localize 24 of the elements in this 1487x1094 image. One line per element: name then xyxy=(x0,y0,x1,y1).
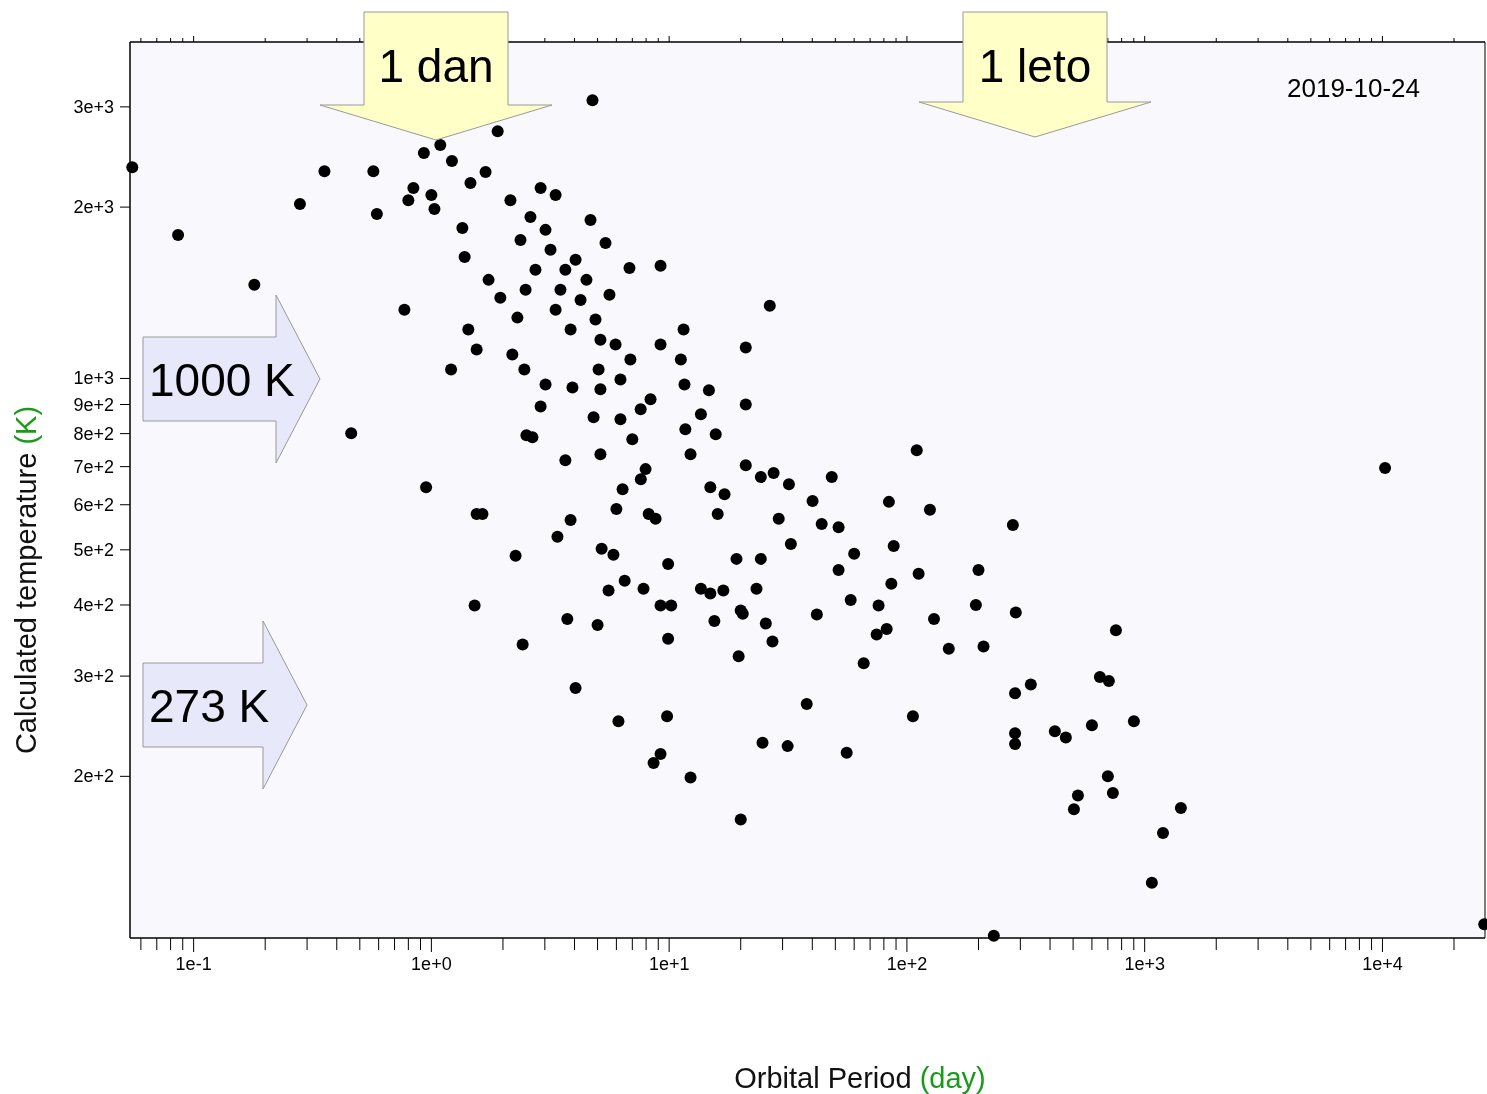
y-tick-label: 4e+2 xyxy=(73,594,114,615)
y-axis-title: Calculated temperature (K) xyxy=(10,405,42,755)
x-tick-label: 1e+2 xyxy=(886,954,928,974)
x-tick-label: 1e+4 xyxy=(1362,954,1403,974)
annotation: 1 leto xyxy=(978,40,1092,92)
y-tick-label: 7e+2 xyxy=(73,456,114,477)
y-tick-label: 2e+3 xyxy=(73,197,114,218)
annotation: 1000 K xyxy=(149,354,296,406)
x-tick-label: 1e+0 xyxy=(411,954,452,974)
annotation: 2019-10-24 xyxy=(1287,73,1420,103)
annotation: 273 K xyxy=(149,680,270,732)
x-tick-label: 1e-1 xyxy=(175,954,212,974)
annotation: 1 dan xyxy=(378,40,494,92)
y-tick-label: 3e+3 xyxy=(73,96,114,117)
x-tick-label: 1e+3 xyxy=(1124,954,1165,974)
y-tick-label: 9e+2 xyxy=(73,394,114,415)
y-tick-label: 5e+2 xyxy=(73,539,114,560)
y-tick-label: 3e+2 xyxy=(73,666,114,687)
x-tick-label: 1e+1 xyxy=(648,954,690,974)
y-tick-label: 1e+3 xyxy=(73,368,114,389)
x-axis-title: Orbital Period (day) xyxy=(734,1062,986,1094)
y-tick-label: 2e+2 xyxy=(73,766,114,787)
y-tick-label: 6e+2 xyxy=(73,494,114,515)
y-tick-label: 8e+2 xyxy=(73,423,114,444)
